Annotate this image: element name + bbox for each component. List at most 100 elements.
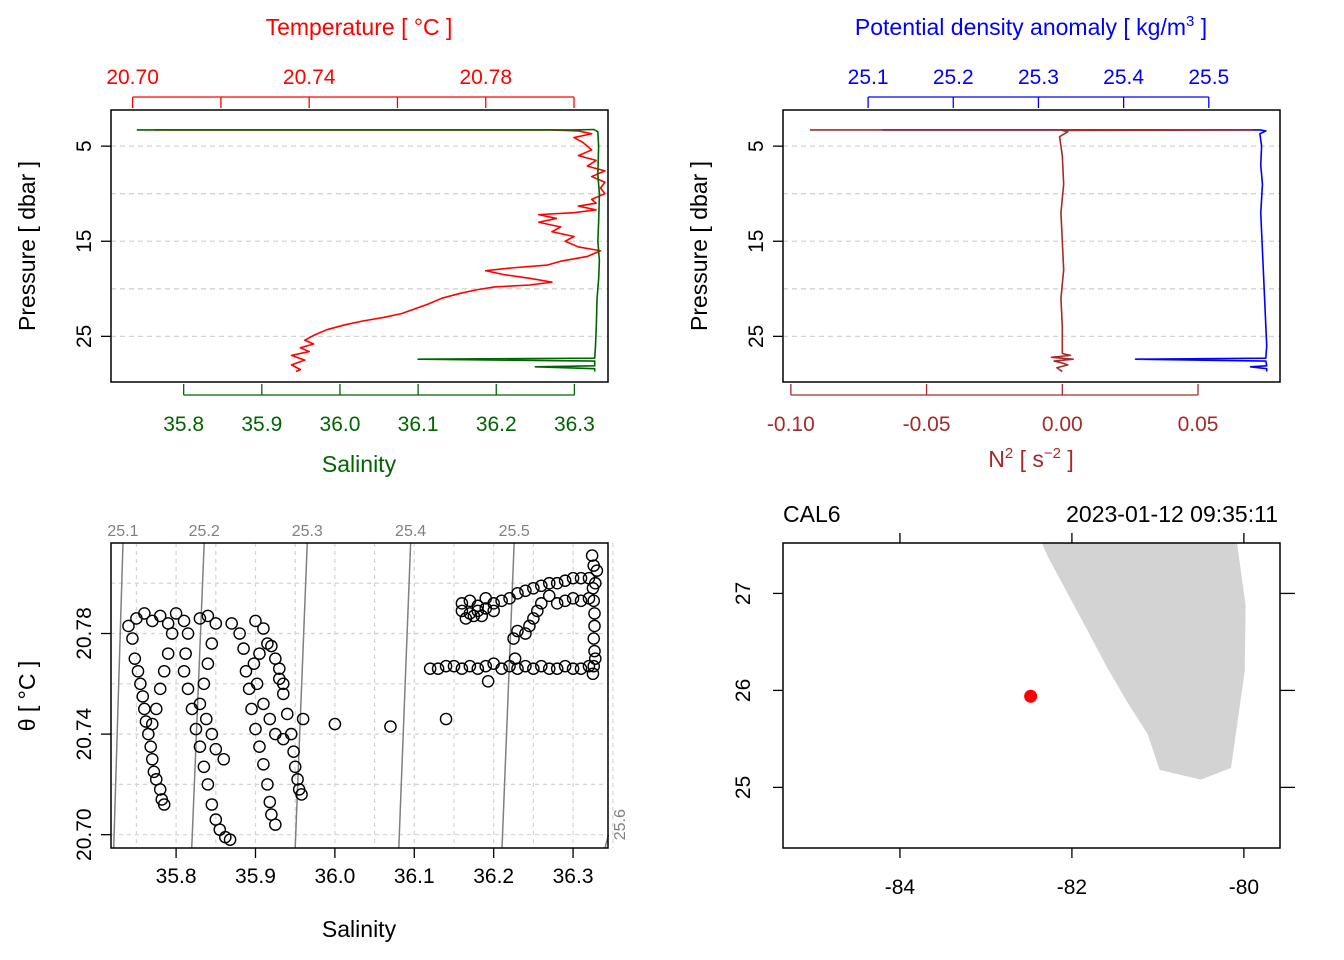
- ts-point: [157, 664, 171, 678]
- ts-profile-panel: 5 15 25 20.70 20.74 20.78 35.8 35.9 36.0 36.1 36.2…: [14, 14, 609, 477]
- isopycnal-label-25.3: 25.3: [292, 523, 323, 540]
- ts-point: [542, 576, 556, 590]
- ts-point: [467, 609, 481, 623]
- ts-point: [157, 798, 171, 811]
- ts-profile-bottom-tick-label-0: 35.8: [163, 413, 204, 436]
- density-profile-title: Potential density anomaly [ kg/m3 ]: [855, 13, 1207, 40]
- ts-point: [263, 795, 277, 809]
- ts-point: [455, 604, 469, 618]
- ts-point: [582, 592, 596, 605]
- ts-point: [185, 702, 199, 716]
- ts-point: [479, 659, 493, 673]
- density-profile-top-tick-label-4: 25.5: [1188, 66, 1229, 89]
- station-map-frame: [782, 542, 1281, 849]
- ts-profile-bottom-tick-label-1: 35.9: [241, 413, 282, 436]
- ts-point: [209, 617, 223, 630]
- ts-diagram-frame: [110, 542, 609, 849]
- ts-point: [169, 607, 183, 620]
- density-profile-top-tick-label-3: 25.4: [1103, 66, 1144, 89]
- ts-point: [531, 604, 544, 618]
- ts-point: [587, 659, 601, 673]
- ts-diagram-points: [122, 549, 604, 847]
- ts-point: [295, 788, 308, 801]
- isopycnal-25.5: [501, 542, 515, 849]
- ts-point: [479, 602, 493, 615]
- ts-point: [287, 745, 300, 759]
- ts-diagram-ytick-label-2: 20.78: [73, 607, 96, 660]
- density-profile-series-n2: [809, 129, 1254, 373]
- ts-point: [138, 702, 151, 716]
- n2-label-sup: 2: [1005, 445, 1013, 462]
- ts-point: [550, 576, 564, 590]
- ts-point: [126, 632, 139, 645]
- ts-diagram-xtick-label-0: 35.8: [156, 865, 197, 888]
- density-title-unit-sup: 3: [1186, 13, 1194, 30]
- ts-point: [455, 662, 469, 676]
- ts-point: [384, 720, 397, 733]
- ts-diagram-xtick-label-2: 36.0: [314, 865, 355, 888]
- ts-profile-top-tick-label-0: 20.70: [106, 66, 159, 89]
- ts-point: [205, 637, 219, 650]
- ts-point: [439, 659, 453, 673]
- ts-point: [542, 662, 556, 676]
- ts-point: [145, 717, 159, 731]
- density-profile-series: [809, 129, 1268, 373]
- ts-point: [495, 594, 508, 608]
- station-map-panel: -84 -82 -80 25 26 27 CAL6 2023-01-12 09:35:11: [732, 501, 1295, 899]
- isopycnal-label-25.1: 25.1: [107, 523, 138, 540]
- ts-point: [181, 627, 195, 640]
- ts-point: [205, 727, 219, 741]
- ts-point: [574, 662, 588, 676]
- ts-diagram-ytick-label-0: 20.70: [73, 808, 96, 861]
- ts-point: [136, 690, 150, 703]
- density-profile-panel: 5 15 25 25.1 25.2 25.3 25.4 25.5 -0.10 -0.05 0.00 0…: [686, 13, 1281, 472]
- density-profile-bottom-tick-label-0: -0.10: [767, 413, 815, 436]
- ts-point: [257, 757, 270, 771]
- ts-point: [138, 607, 151, 620]
- density-profile-ytick-label-5: 5: [745, 140, 768, 152]
- ts-point: [550, 662, 564, 676]
- ts-point: [423, 662, 437, 676]
- ts-profile-ytick-label-5: 5: [73, 140, 96, 152]
- ts-point: [582, 659, 596, 673]
- density-profile-frame: [782, 109, 1281, 383]
- ts-point: [495, 662, 508, 676]
- ts-point: [519, 584, 532, 598]
- ts-profile-grid: [111, 145, 608, 337]
- density-profile-top-tick-label-1: 25.2: [933, 66, 974, 89]
- ts-point: [201, 778, 215, 791]
- ts-point: [201, 657, 215, 670]
- ts-point: [145, 614, 159, 628]
- ts-point: [276, 677, 290, 691]
- ts-point: [145, 752, 159, 766]
- ts-point: [247, 657, 261, 670]
- ts-point: [263, 712, 277, 726]
- ts-point: [588, 607, 601, 620]
- ts-point: [131, 664, 145, 678]
- ts-point: [590, 564, 604, 577]
- ts-point: [523, 619, 536, 633]
- ts-point: [213, 823, 227, 836]
- ts-point: [284, 727, 298, 741]
- ts-point: [439, 712, 453, 726]
- ts-point: [511, 662, 524, 676]
- station-name: CAL6: [783, 501, 841, 527]
- density-profile-axes: 5 15 25 25.1 25.2 25.3 25.4 25.5 -0.10 -0.05 0.00 0…: [745, 66, 1229, 436]
- n2-label: N: [988, 446, 1005, 472]
- ts-point: [527, 662, 540, 676]
- n2-unit: s: [1032, 446, 1044, 472]
- ts-diagram-panel: 25.1 25.2 25.3 25.4 25.5 25.6 35.8 35.9 36.0 36.…: [14, 523, 629, 942]
- ts-diagram-xtick-label-3: 36.1: [394, 865, 435, 888]
- ts-point: [535, 659, 548, 673]
- ts-point: [558, 594, 572, 608]
- ts-diagram-xlabel: Salinity: [322, 916, 397, 942]
- ts-point: [177, 664, 191, 678]
- density-profile-ytick-label-25: 25: [745, 325, 768, 348]
- ts-point: [193, 740, 207, 753]
- ts-point: [574, 571, 588, 585]
- ts-profile-top-tick-label-4: 20.78: [459, 66, 512, 89]
- ts-point: [197, 760, 211, 774]
- ts-point: [250, 677, 264, 691]
- ts-point: [189, 722, 203, 736]
- ts-point: [588, 644, 601, 658]
